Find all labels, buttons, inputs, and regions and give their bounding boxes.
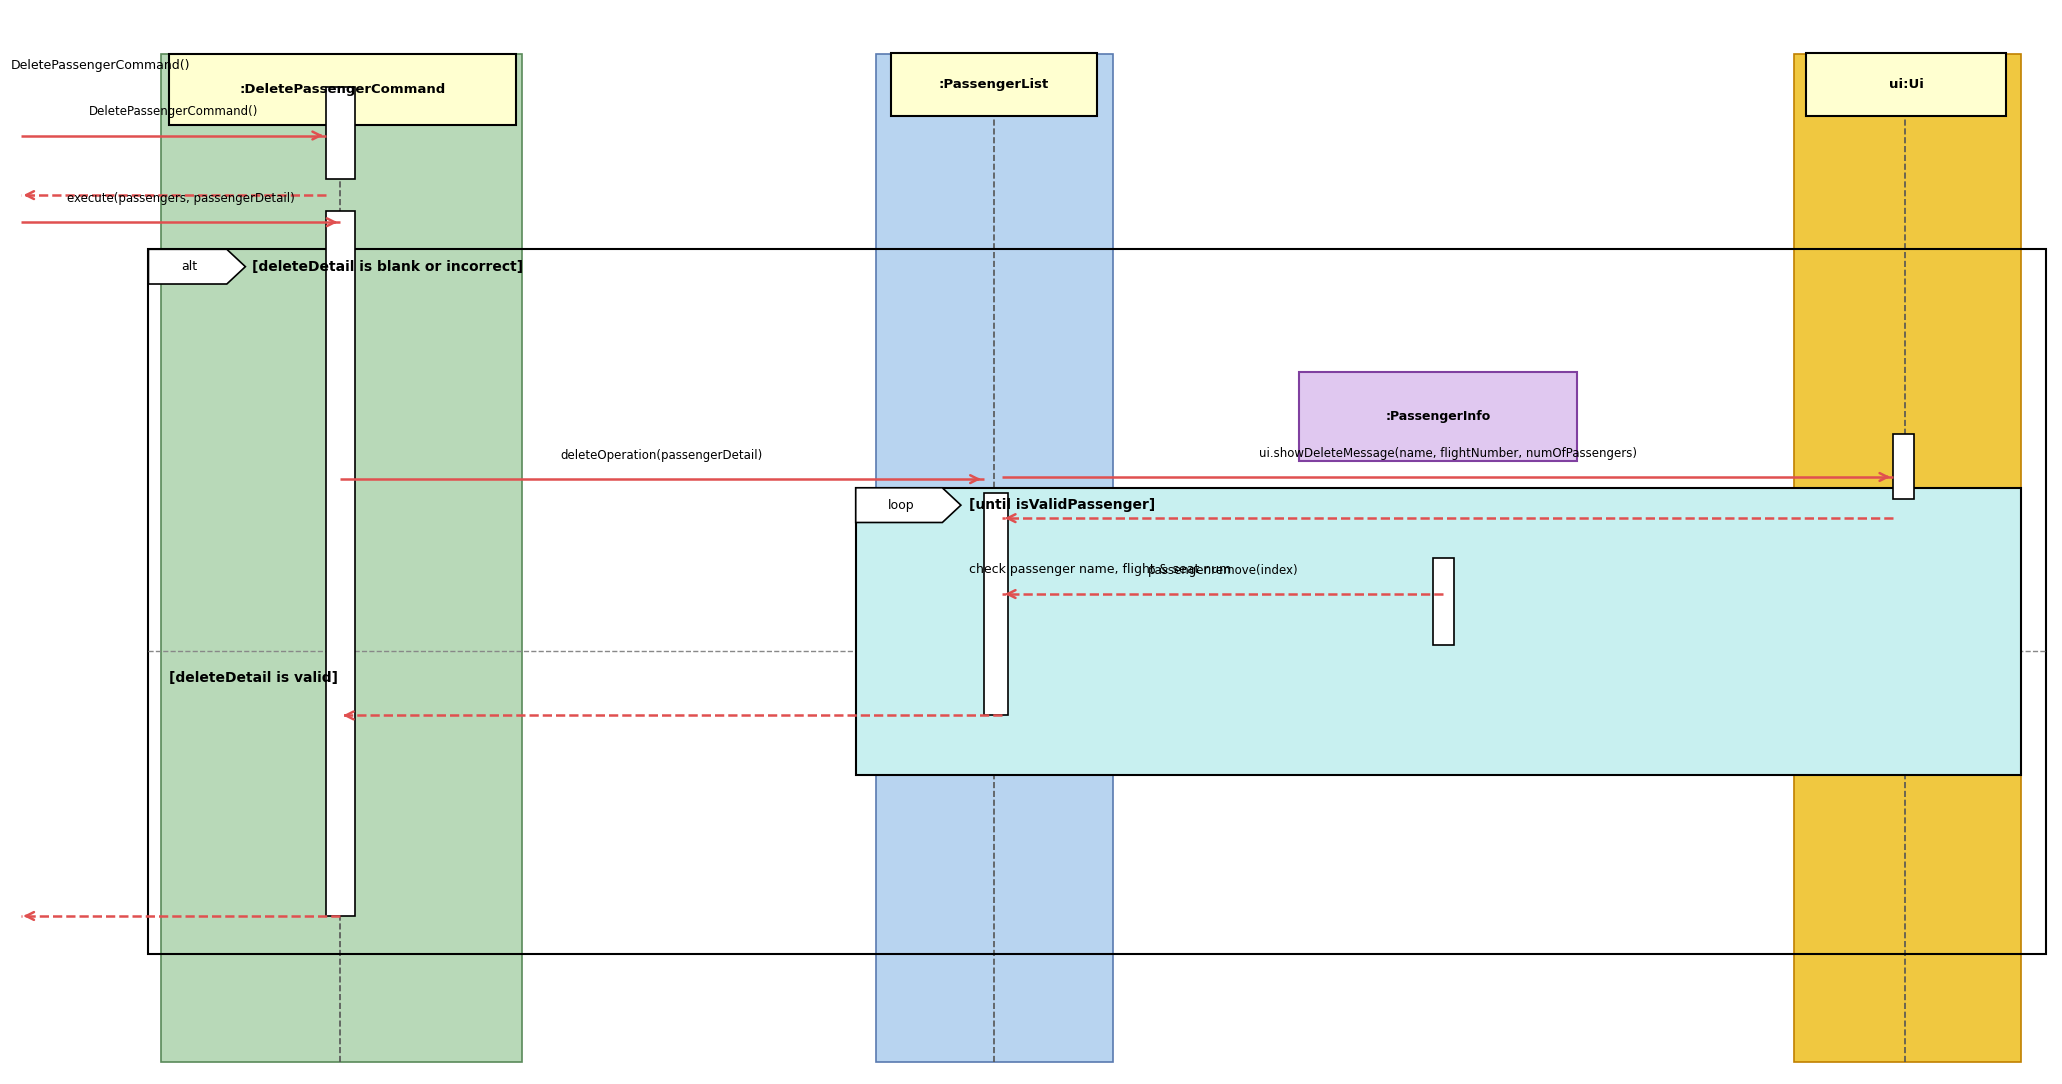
- Bar: [891, 53, 1097, 116]
- Text: [until isValidPassenger]: [until isValidPassenger]: [969, 499, 1155, 512]
- Text: execute(passengers, passengerDetail): execute(passengers, passengerDetail): [66, 192, 295, 205]
- Text: ui.showDeleteMessage(name, flightNumber, numOfPassengers): ui.showDeleteMessage(name, flightNumber,…: [1258, 447, 1637, 460]
- Bar: [326, 87, 355, 179]
- Bar: [1893, 434, 1914, 499]
- Text: [deleteDetail is valid]: [deleteDetail is valid]: [169, 671, 338, 685]
- Text: :DeletePassengerCommand: :DeletePassengerCommand: [239, 83, 445, 95]
- Polygon shape: [148, 249, 245, 284]
- Bar: [1794, 54, 2021, 1062]
- Bar: [856, 488, 2021, 775]
- Polygon shape: [856, 488, 961, 522]
- Bar: [984, 493, 1008, 715]
- Text: passenger.remove(index): passenger.remove(index): [1146, 564, 1299, 577]
- Text: DeletePassengerCommand(): DeletePassengerCommand(): [89, 105, 258, 118]
- Bar: [1433, 558, 1454, 645]
- Bar: [326, 211, 355, 916]
- Text: check passenger name, flight & seat num: check passenger name, flight & seat num: [969, 563, 1231, 576]
- Text: :PassengerInfo: :PassengerInfo: [1386, 410, 1491, 423]
- Bar: [1299, 372, 1577, 461]
- Bar: [169, 54, 516, 125]
- Bar: [876, 54, 1113, 1062]
- Text: deleteOperation(passengerDetail): deleteOperation(passengerDetail): [561, 449, 763, 462]
- Text: ui:Ui: ui:Ui: [1889, 78, 1924, 91]
- Text: [deleteDetail is blank or incorrect]: [deleteDetail is blank or incorrect]: [252, 260, 522, 273]
- Bar: [148, 249, 2046, 954]
- Text: DeletePassengerCommand(): DeletePassengerCommand(): [10, 59, 190, 72]
- Bar: [1806, 53, 2006, 116]
- Text: :PassengerList: :PassengerList: [938, 78, 1050, 91]
- Text: loop: loop: [889, 499, 913, 512]
- Text: alt: alt: [181, 260, 198, 273]
- Bar: [161, 54, 522, 1062]
